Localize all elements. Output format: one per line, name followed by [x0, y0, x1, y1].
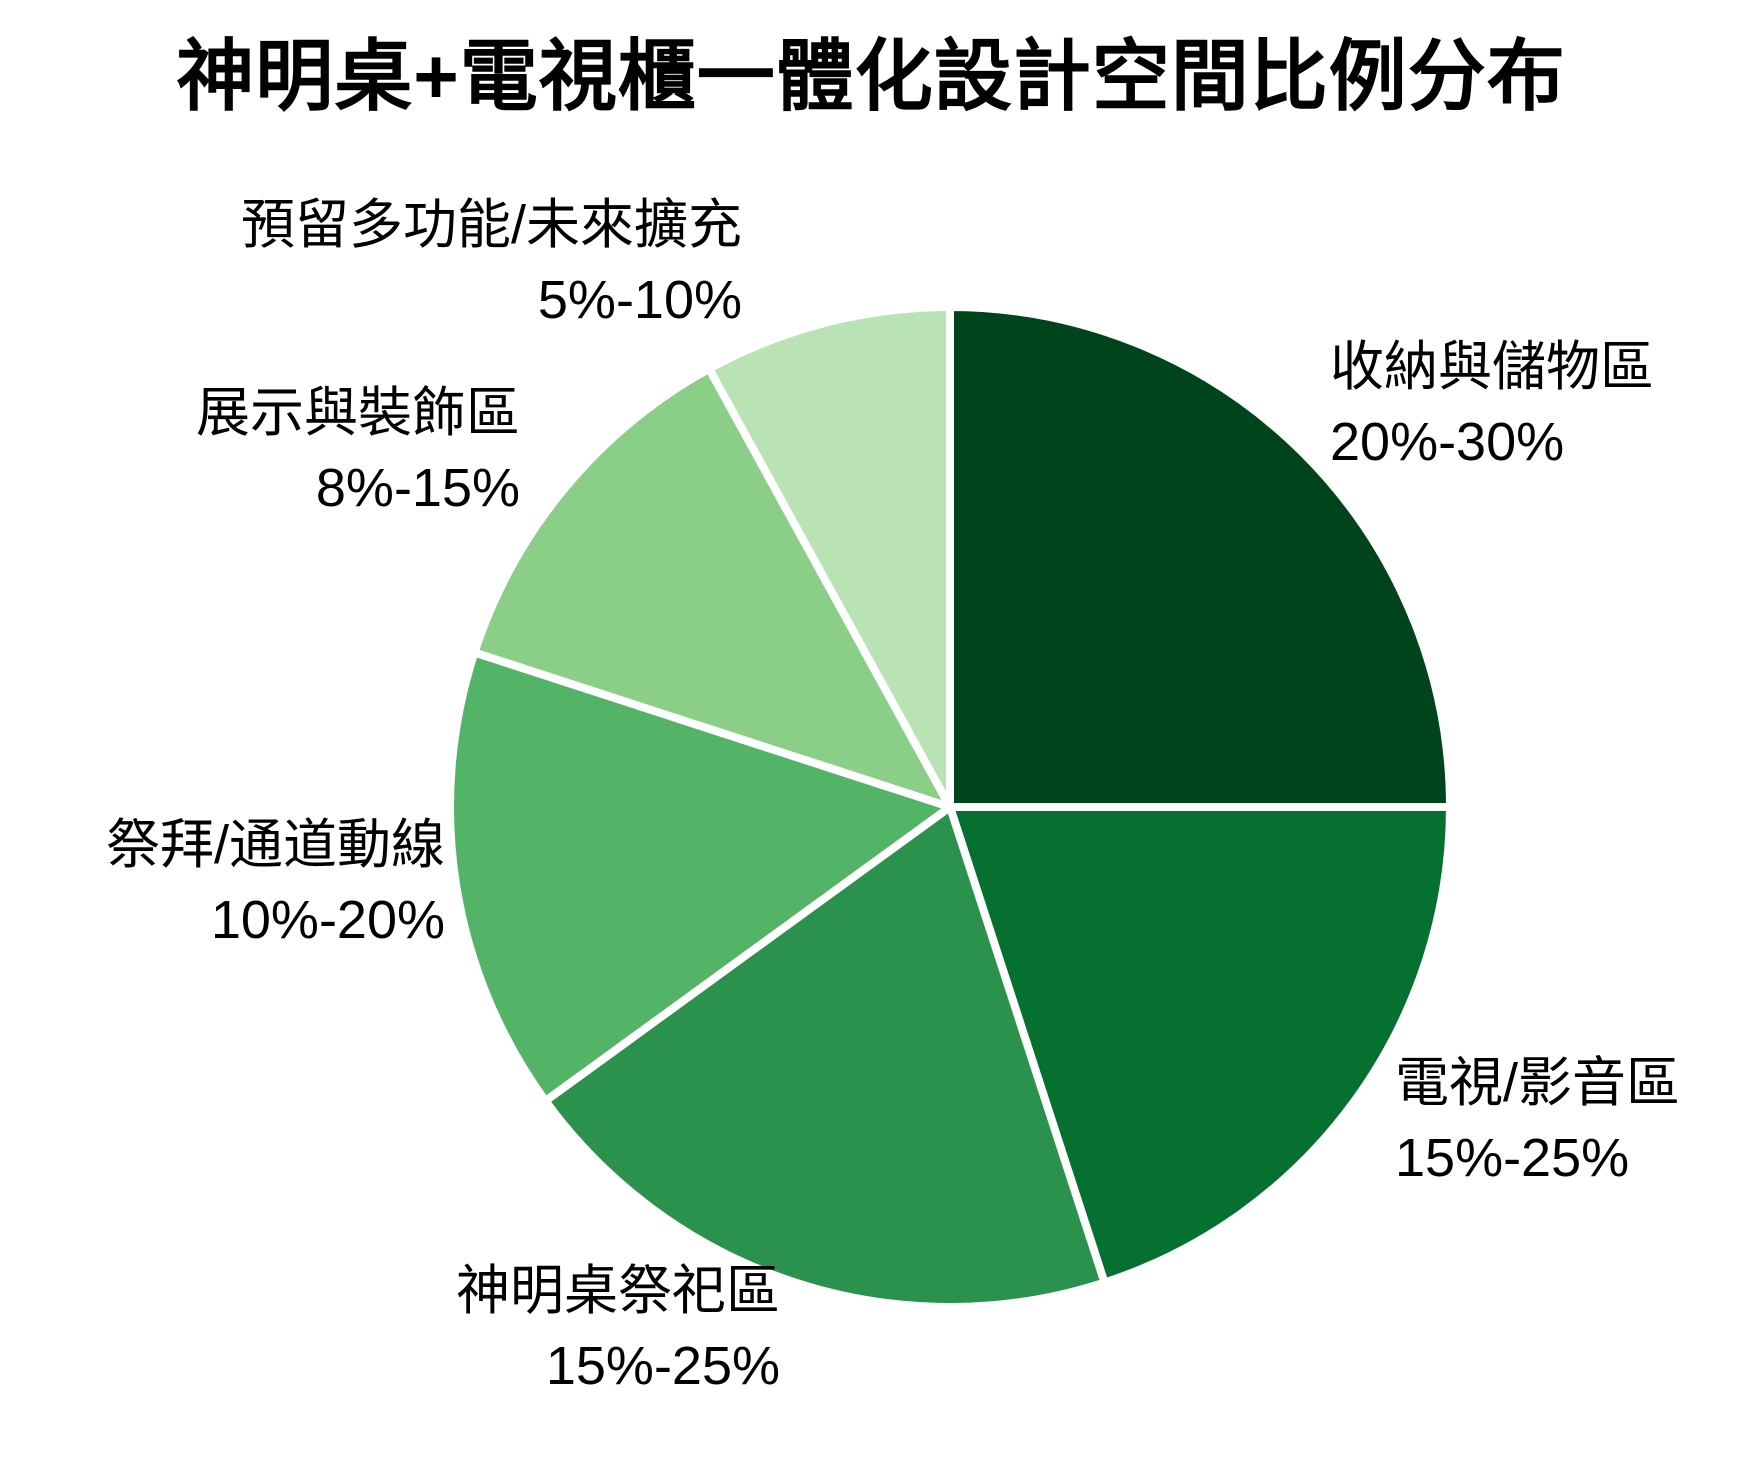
- slice-label-display: 展示與裝飾區 8%-15%: [196, 376, 520, 525]
- slice-label-reserve-name: 預留多功能/未來擴充: [240, 195, 742, 255]
- pie-slice-1: [946, 803, 1454, 1287]
- slice-label-reserve: 預留多功能/未來擴充 5%-10%: [241, 188, 742, 337]
- pie-slice-0: [946, 303, 1454, 811]
- slice-label-altar-name: 神明桌祭祀區: [456, 1261, 780, 1321]
- chart-title: 神明桌+電視櫃一體化設計空間比例分布: [176, 32, 1566, 120]
- slice-label-altar-range: 15%-25%: [545, 1335, 780, 1396]
- pie-slice-3: [446, 648, 954, 1105]
- slice-label-worship-path-range: 10%-20%: [210, 889, 445, 950]
- slice-label-reserve-range: 5%-10%: [537, 269, 742, 330]
- slice-label-worship-path: 祭拜/通道動線 10%-20%: [106, 808, 445, 957]
- slice-label-worship-path-name: 祭拜/通道動線: [105, 815, 445, 875]
- slice-label-display-name: 展示與裝飾區: [196, 383, 520, 443]
- pie-slice-5: [705, 303, 954, 811]
- slice-label-altar: 神明桌祭祀區 15%-25%: [456, 1254, 780, 1403]
- pie-slice-2: [541, 803, 1109, 1311]
- slice-label-tv-av: 電視/影音區 15%-25%: [1395, 1046, 1680, 1195]
- slice-label-storage: 收納與儲物區 20%-30%: [1330, 330, 1654, 479]
- slice-label-display-range: 8%-15%: [315, 457, 520, 518]
- slice-label-tv-av-name: 電視/影音區: [1395, 1053, 1681, 1113]
- slice-label-storage-range: 20%-30%: [1330, 411, 1565, 472]
- pie-slice-4: [470, 364, 954, 811]
- slice-label-storage-name: 收納與儲物區: [1330, 337, 1654, 397]
- slice-label-tv-av-range: 15%-25%: [1395, 1127, 1630, 1188]
